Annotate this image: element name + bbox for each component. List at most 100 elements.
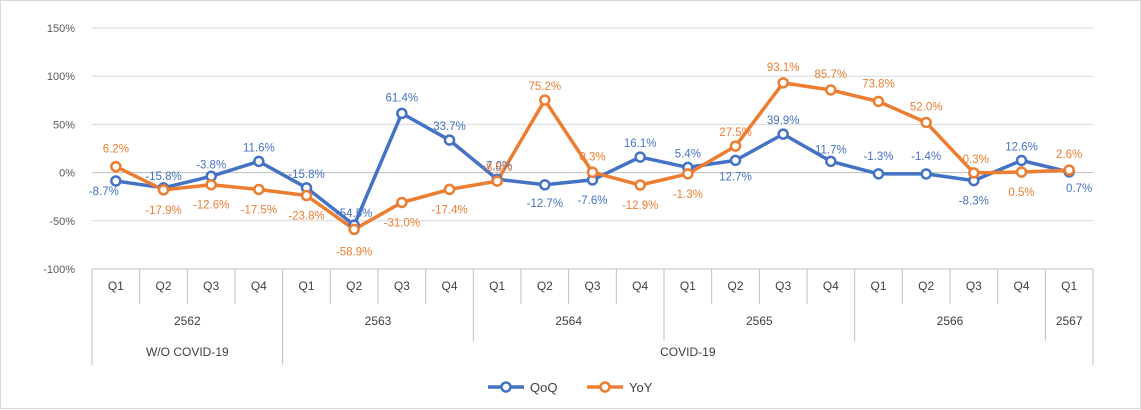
data-label-qoq: -12.7% (527, 198, 563, 210)
data-label-qoq: 11.7% (815, 144, 847, 156)
data-point-qoq (825, 155, 837, 168)
category-label-q4: Q4 (1013, 279, 1029, 293)
period-label: W/O COVID-19 (146, 345, 229, 359)
data-label-qoq: 61.4% (386, 92, 419, 104)
y-tick-label: 0% (59, 168, 75, 180)
category-label-q1: Q1 (489, 279, 505, 293)
data-label-qoq: -1.3% (863, 151, 893, 163)
legend-marker-qoq (500, 381, 512, 393)
data-point-yoy (205, 178, 217, 191)
data-point-yoy (825, 84, 837, 96)
data-point-yoy (300, 189, 313, 202)
data-label-yoy: -8.8% (482, 162, 512, 174)
data-label-yoy: 85.7% (815, 69, 848, 81)
category-label-q2: Q2 (918, 279, 934, 293)
data-point-qoq (872, 168, 885, 180)
data-point-yoy (396, 196, 408, 209)
category-label-q1: Q1 (1061, 279, 1077, 293)
data-point-qoq (539, 179, 551, 191)
year-label: 2567 (1056, 314, 1083, 328)
y-tick-label: 100% (47, 71, 75, 83)
category-label-q1: Q1 (298, 279, 314, 293)
data-label-qoq: 39.9% (767, 115, 800, 127)
data-point-qoq (634, 151, 646, 163)
year-label: 2566 (937, 314, 964, 328)
legend-label-yoy: YoY (629, 380, 653, 395)
year-label: 2563 (365, 314, 392, 328)
data-label-yoy: -17.5% (241, 204, 277, 216)
data-label-qoq: -1.4% (911, 151, 941, 163)
data-point-qoq (443, 134, 456, 146)
data-point-yoy (110, 160, 122, 173)
category-label-q2: Q2 (537, 279, 553, 293)
y-tick-label: -50% (49, 216, 75, 228)
data-point-yoy (157, 184, 170, 196)
data-point-yoy (634, 179, 646, 191)
category-label-q3: Q3 (394, 279, 410, 293)
data-point-qoq (777, 128, 789, 140)
data-point-yoy (920, 116, 932, 129)
data-point-yoy (1063, 164, 1075, 176)
data-label-yoy: 2.6% (1056, 149, 1082, 161)
data-point-qoq (729, 154, 742, 167)
category-label-q4: Q4 (823, 279, 839, 293)
category-label-q1: Q1 (680, 279, 696, 293)
data-point-qoq (396, 107, 408, 120)
data-label-yoy: 93.1% (767, 62, 800, 74)
year-label: 2564 (555, 314, 582, 328)
data-point-yoy (777, 77, 789, 89)
category-label-q4: Q4 (251, 279, 267, 293)
data-label-qoq: -8.7% (89, 186, 119, 198)
y-tick-label: 50% (53, 119, 75, 131)
data-label-qoq: 0.7% (1066, 183, 1092, 195)
y-tick-label: -100% (43, 264, 75, 276)
data-label-yoy: -17.4% (431, 204, 467, 216)
category-label-q3: Q3 (966, 279, 982, 293)
data-label-qoq: 33.7% (433, 121, 466, 133)
data-label-yoy: -12.9% (622, 200, 658, 212)
data-point-yoy (348, 223, 360, 236)
data-point-yoy (586, 166, 599, 179)
data-point-yoy (729, 140, 742, 152)
data-label-yoy: 0.3% (579, 151, 605, 163)
data-label-qoq: -8.3% (959, 196, 989, 208)
data-label-yoy: -58.9% (336, 246, 372, 258)
data-point-yoy (443, 183, 456, 196)
data-label-yoy: 52.0% (910, 101, 943, 113)
data-point-yoy (682, 168, 694, 180)
category-label-q2: Q2 (155, 279, 171, 293)
data-label-qoq: 12.6% (1005, 141, 1038, 153)
data-label-qoq: -7.0% (482, 160, 512, 172)
data-label-qoq: -15.8% (145, 171, 181, 183)
data-label-qoq: -3.8% (196, 159, 226, 171)
y-tick-label: 150% (47, 23, 75, 35)
data-point-yoy (491, 175, 503, 187)
data-label-qoq: -7.6% (577, 195, 607, 207)
data-label-yoy: 0.5% (1008, 187, 1034, 199)
data-label-qoq: 12.7% (719, 171, 752, 183)
data-point-yoy (539, 94, 551, 106)
category-label-q4: Q4 (441, 279, 457, 293)
category-label-q3: Q3 (775, 279, 791, 293)
data-label-qoq: 5.4% (675, 148, 701, 160)
data-label-qoq: 11.6% (243, 142, 275, 154)
data-label-yoy: 27.5% (719, 127, 752, 139)
data-label-yoy: 75.2% (529, 81, 562, 93)
data-label-yoy: 6.2% (103, 144, 129, 156)
data-label-yoy: -31.0% (384, 217, 420, 229)
legend-label-qoq: QoQ (530, 380, 557, 395)
data-label-qoq: -54.5% (336, 208, 372, 220)
data-label-yoy: -12.6% (193, 200, 229, 212)
category-label-q2: Q2 (727, 279, 743, 293)
legend-marker-yoy (599, 381, 611, 393)
data-point-yoy (872, 95, 885, 108)
data-label-yoy: -1.3% (673, 189, 703, 201)
data-point-qoq (253, 155, 265, 168)
category-label-q1: Q1 (870, 279, 886, 293)
data-point-yoy (1015, 166, 1028, 178)
data-point-qoq (110, 175, 122, 187)
category-label-q2: Q2 (346, 279, 362, 293)
data-label-qoq: -15.8% (288, 169, 324, 181)
